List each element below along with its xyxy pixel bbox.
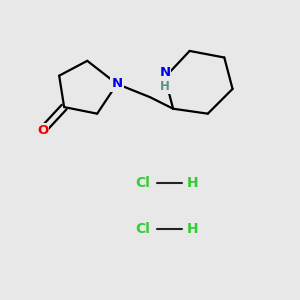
Text: N: N xyxy=(111,77,122,91)
Text: N: N xyxy=(159,66,170,79)
Text: Cl: Cl xyxy=(135,222,150,236)
Text: Cl: Cl xyxy=(135,176,150,190)
Text: H: H xyxy=(160,80,170,93)
Text: H: H xyxy=(186,176,198,190)
Text: H: H xyxy=(186,222,198,236)
Text: O: O xyxy=(37,124,48,137)
